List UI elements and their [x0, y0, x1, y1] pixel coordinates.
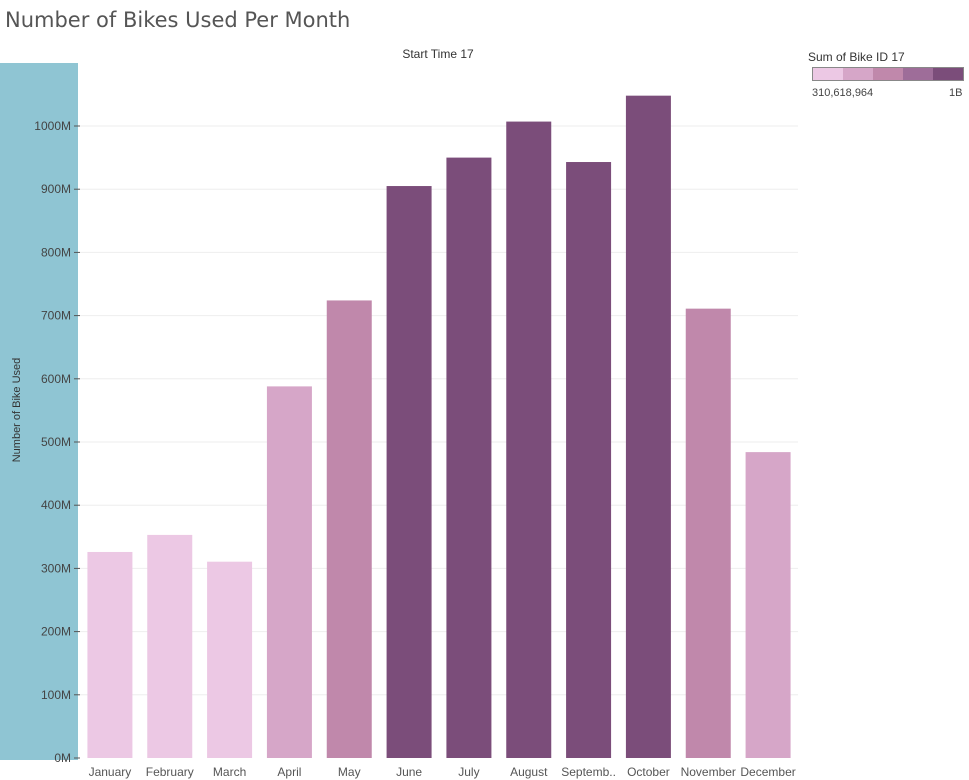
bar [446, 157, 492, 759]
y-axis-label-band [0, 63, 78, 760]
bar [147, 534, 193, 758]
x-tick-label: March [213, 765, 246, 779]
x-tick-label: August [510, 765, 548, 779]
y-tick-label: 400M [41, 498, 71, 512]
bar [625, 95, 671, 758]
bar [207, 561, 253, 758]
y-tick-label: 0M [54, 751, 71, 765]
legend-color-ramp [812, 67, 964, 81]
legend-ramp-step [873, 68, 903, 80]
x-tick-label: June [396, 765, 422, 779]
x-tick-label: July [458, 765, 479, 779]
bar [386, 186, 432, 759]
x-tick-label: February [146, 765, 194, 779]
x-tick-label: December [740, 765, 795, 779]
column-header: Start Time 17 [402, 47, 474, 61]
bar [745, 452, 791, 758]
x-tick-label: April [277, 765, 301, 779]
y-tick-label: 100M [41, 688, 71, 702]
y-tick-label: 1000M [34, 119, 71, 133]
bar [326, 300, 372, 758]
page-title: Number of Bikes Used Per Month [5, 8, 351, 32]
bar [87, 551, 133, 758]
y-tick-label: 700M [41, 309, 71, 323]
x-tick-label: January [89, 765, 132, 779]
y-tick-label: 500M [41, 435, 71, 449]
bar [566, 162, 612, 759]
x-tick-label: May [338, 765, 361, 779]
bar [685, 308, 731, 758]
legend-max-label: 1B [949, 87, 963, 99]
legend-title: Sum of Bike ID 17 [808, 50, 905, 64]
y-tick-label: 200M [41, 625, 71, 639]
y-tick-label: 600M [41, 372, 71, 386]
x-tick-label: Septemb.. [561, 765, 616, 779]
y-tick-label: 900M [41, 182, 71, 196]
y-tick-label: 300M [41, 561, 71, 575]
legend-min-label: 310,618,964 [812, 87, 874, 99]
legend-ramp-step [843, 68, 873, 80]
legend-ramp-step [813, 68, 843, 80]
bar [506, 121, 552, 759]
x-tick-label: November [681, 765, 736, 779]
bar [266, 386, 312, 758]
legend-ramp-step [903, 68, 933, 80]
y-tick-label: 800M [41, 245, 71, 259]
x-tick-label: October [627, 765, 670, 779]
legend-ramp-step [933, 68, 963, 80]
